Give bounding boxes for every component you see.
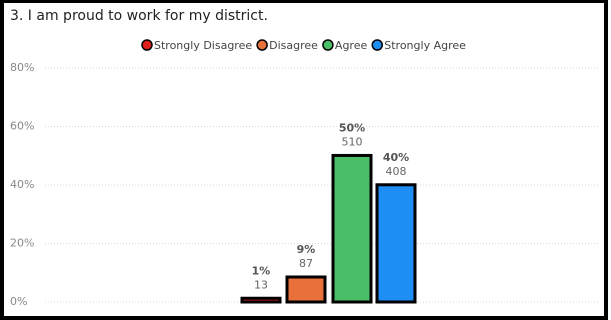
y-tick-label: 60% <box>10 120 34 133</box>
legend-label: Strongly Agree <box>384 39 466 52</box>
y-tick-label: 80% <box>10 61 34 74</box>
chart-title: 3. I am proud to work for my district. <box>10 8 268 24</box>
count-label: 87 <box>299 257 313 270</box>
legend-marker <box>371 39 383 51</box>
bar <box>375 183 417 304</box>
legend-label: Agree <box>335 39 368 52</box>
count-label: 408 <box>386 165 407 178</box>
bar <box>331 153 373 304</box>
count-label: 510 <box>342 135 363 148</box>
value-label: 40% <box>383 151 409 164</box>
legend-marker <box>141 39 153 51</box>
value-label: 9% <box>297 243 316 256</box>
count-label: 13 <box>254 278 268 291</box>
value-label: 50% <box>339 121 365 134</box>
legend-label: Strongly Disagree <box>154 39 252 52</box>
legend-label: Disagree <box>269 39 318 52</box>
y-tick-label: 0% <box>10 295 27 308</box>
legend-marker <box>322 39 334 51</box>
bar <box>285 275 327 304</box>
bar <box>240 296 282 304</box>
y-tick-label: 40% <box>10 178 34 191</box>
y-tick-label: 20% <box>10 237 34 250</box>
value-label: 1% <box>252 264 271 277</box>
legend-marker <box>256 39 268 51</box>
